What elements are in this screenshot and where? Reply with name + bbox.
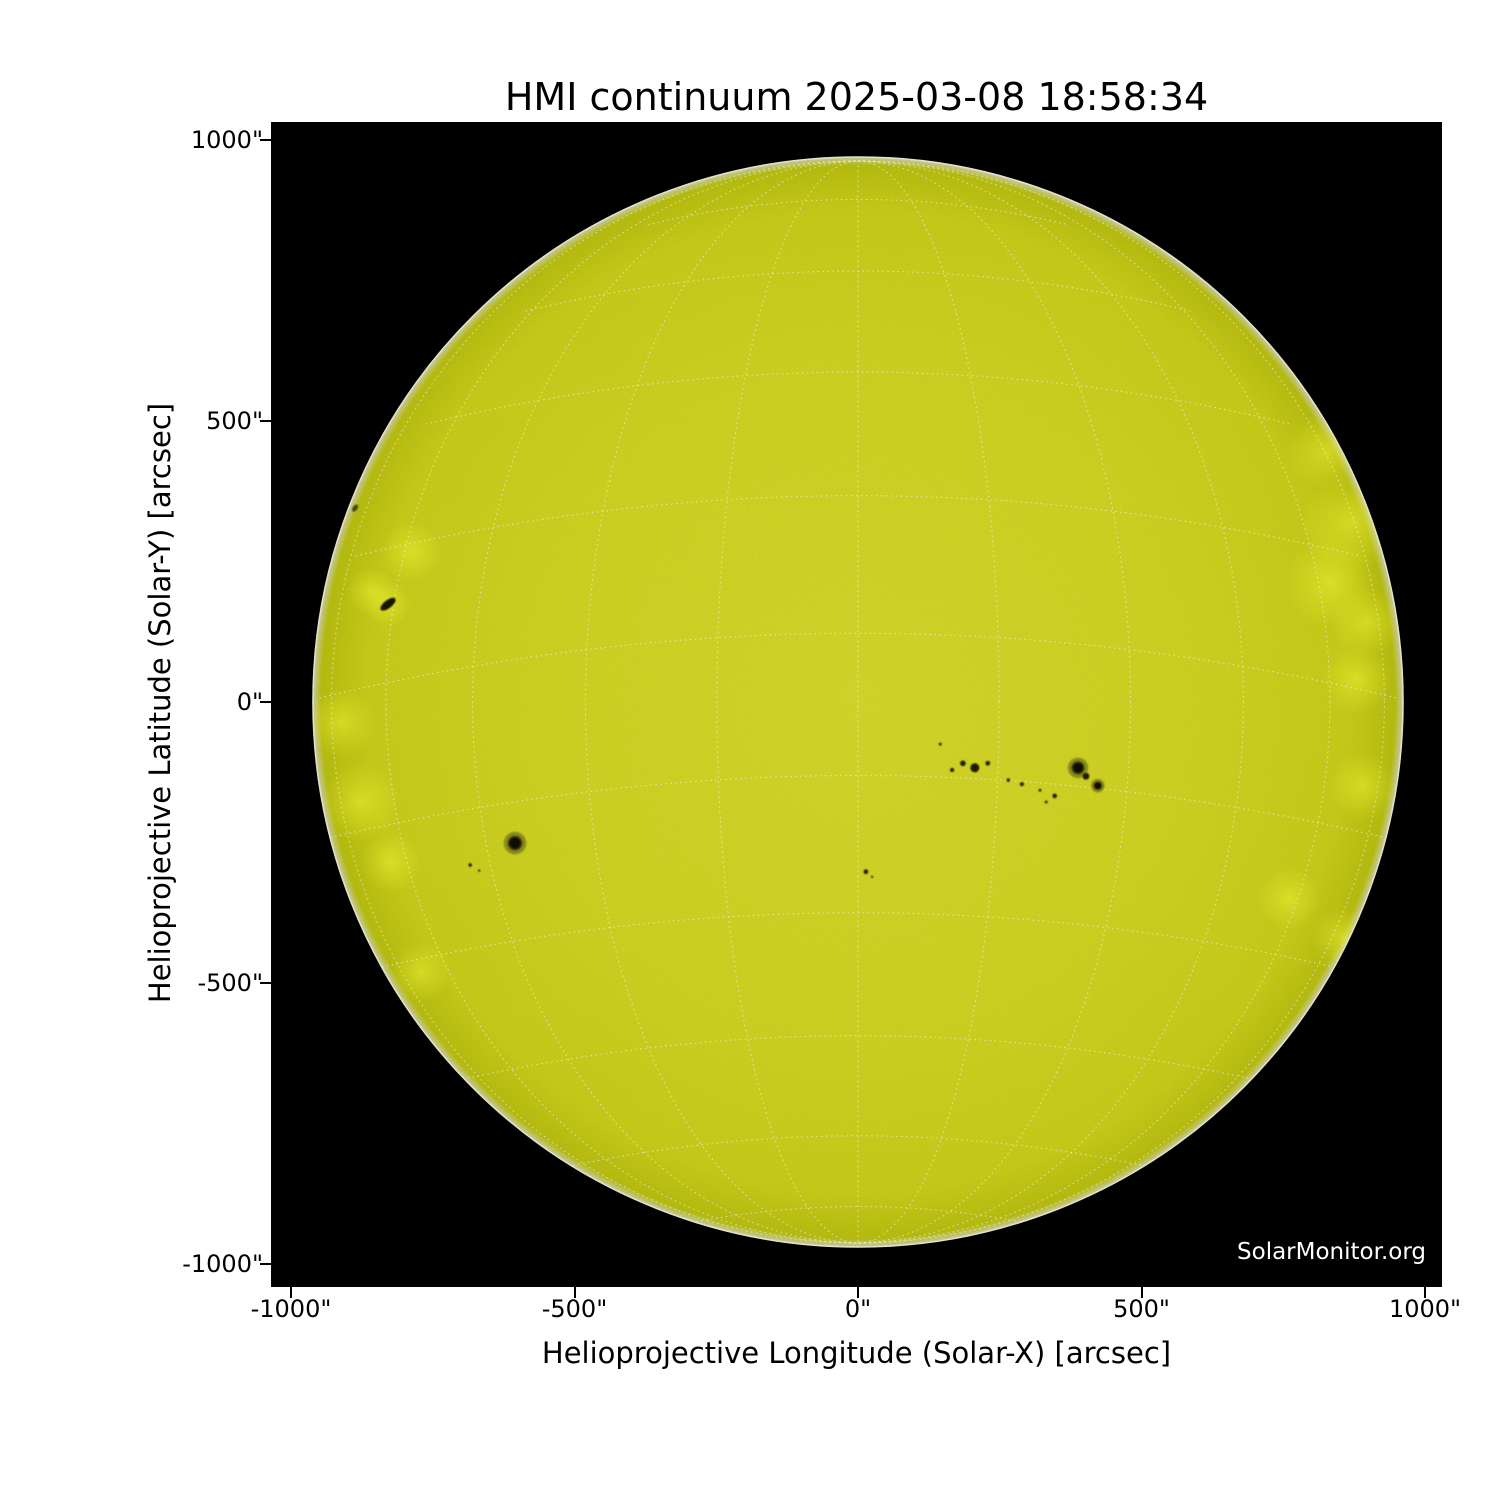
y-tick-mark (260, 1263, 271, 1265)
x-tick-mark (290, 1287, 292, 1298)
y-tick-mark (260, 139, 271, 141)
y-tick-label: 1000" (190, 126, 263, 154)
x-tick-mark (1424, 1287, 1426, 1298)
x-tick-mark (1140, 1287, 1143, 1298)
x-tick-label: 0" (844, 1295, 872, 1323)
heliographic-grid (319, 160, 1397, 1244)
plot-area (271, 122, 1442, 1287)
plot-title: HMI continuum 2025-03-08 18:58:34 (504, 75, 1209, 119)
x-tick-label: 500" (1113, 1295, 1170, 1323)
y-tick-label: 500" (206, 407, 263, 435)
y-tick-label: 0" (236, 688, 263, 716)
y-tick-mark (260, 982, 271, 984)
x-tick-label: -500" (541, 1295, 608, 1323)
watermark: SolarMonitor.org (1237, 1239, 1426, 1265)
y-tick-label: -500" (197, 969, 263, 997)
y-tick-mark (260, 701, 271, 703)
y-tick-mark (260, 420, 271, 422)
faculae-layer (313, 412, 1402, 1002)
x-tick-mark (857, 1287, 859, 1298)
x-tick-label: -1000" (250, 1295, 332, 1323)
x-tick-mark (573, 1287, 576, 1298)
x-axis-label: Helioprojective Longitude (Solar-X) [arc… (541, 1336, 1172, 1370)
x-tick-label: 1000" (1388, 1295, 1462, 1323)
solar-disk-image (271, 122, 1442, 1287)
y-tick-label: -1000" (182, 1250, 263, 1278)
sunspot-layer (352, 504, 1105, 878)
